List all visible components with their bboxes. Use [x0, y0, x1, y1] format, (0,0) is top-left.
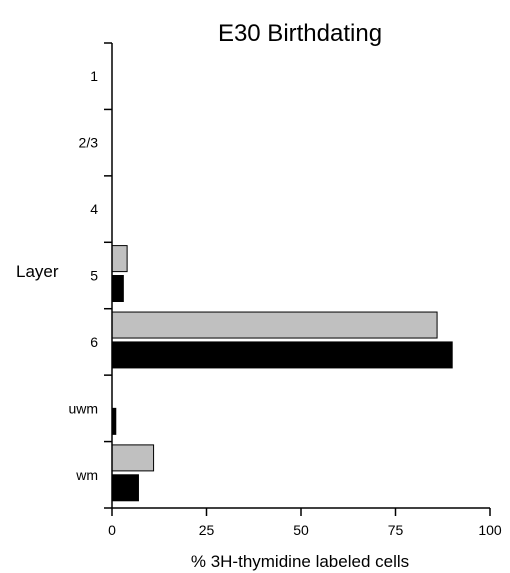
x-tick-label: 0 [108, 522, 116, 538]
bar-gray-wm [111, 444, 155, 472]
category-label: 2/3 [79, 135, 99, 151]
bar-black-5 [111, 275, 124, 302]
bar-black-6 [111, 341, 453, 369]
y-axis-label: Layer [16, 262, 59, 281]
bar-gray-6 [111, 311, 438, 339]
category-label: 1 [90, 68, 98, 84]
chart-title: E30 Birthdating [218, 20, 382, 47]
category-labels: 1 2/3 4 5 6 uwm wm [68, 68, 98, 483]
bar-black-wm [111, 474, 139, 502]
x-tick-label: 50 [293, 522, 309, 538]
category-label: wm [75, 467, 98, 483]
x-tick-label: 75 [388, 522, 404, 538]
bars-group [111, 245, 453, 502]
category-label: 5 [90, 268, 98, 284]
x-tick-label: 100 [478, 522, 502, 538]
category-label: uwm [68, 400, 98, 416]
x-axis-label: % 3H-thymidine labeled cells [191, 552, 409, 571]
y-axis-ticks [104, 42, 112, 509]
category-label: 4 [90, 201, 98, 217]
x-tick-label: 25 [199, 522, 215, 538]
category-label: 6 [90, 334, 98, 350]
x-axis-ticks: 0 25 50 75 100 [108, 508, 502, 538]
bar-gray-5 [111, 245, 128, 273]
